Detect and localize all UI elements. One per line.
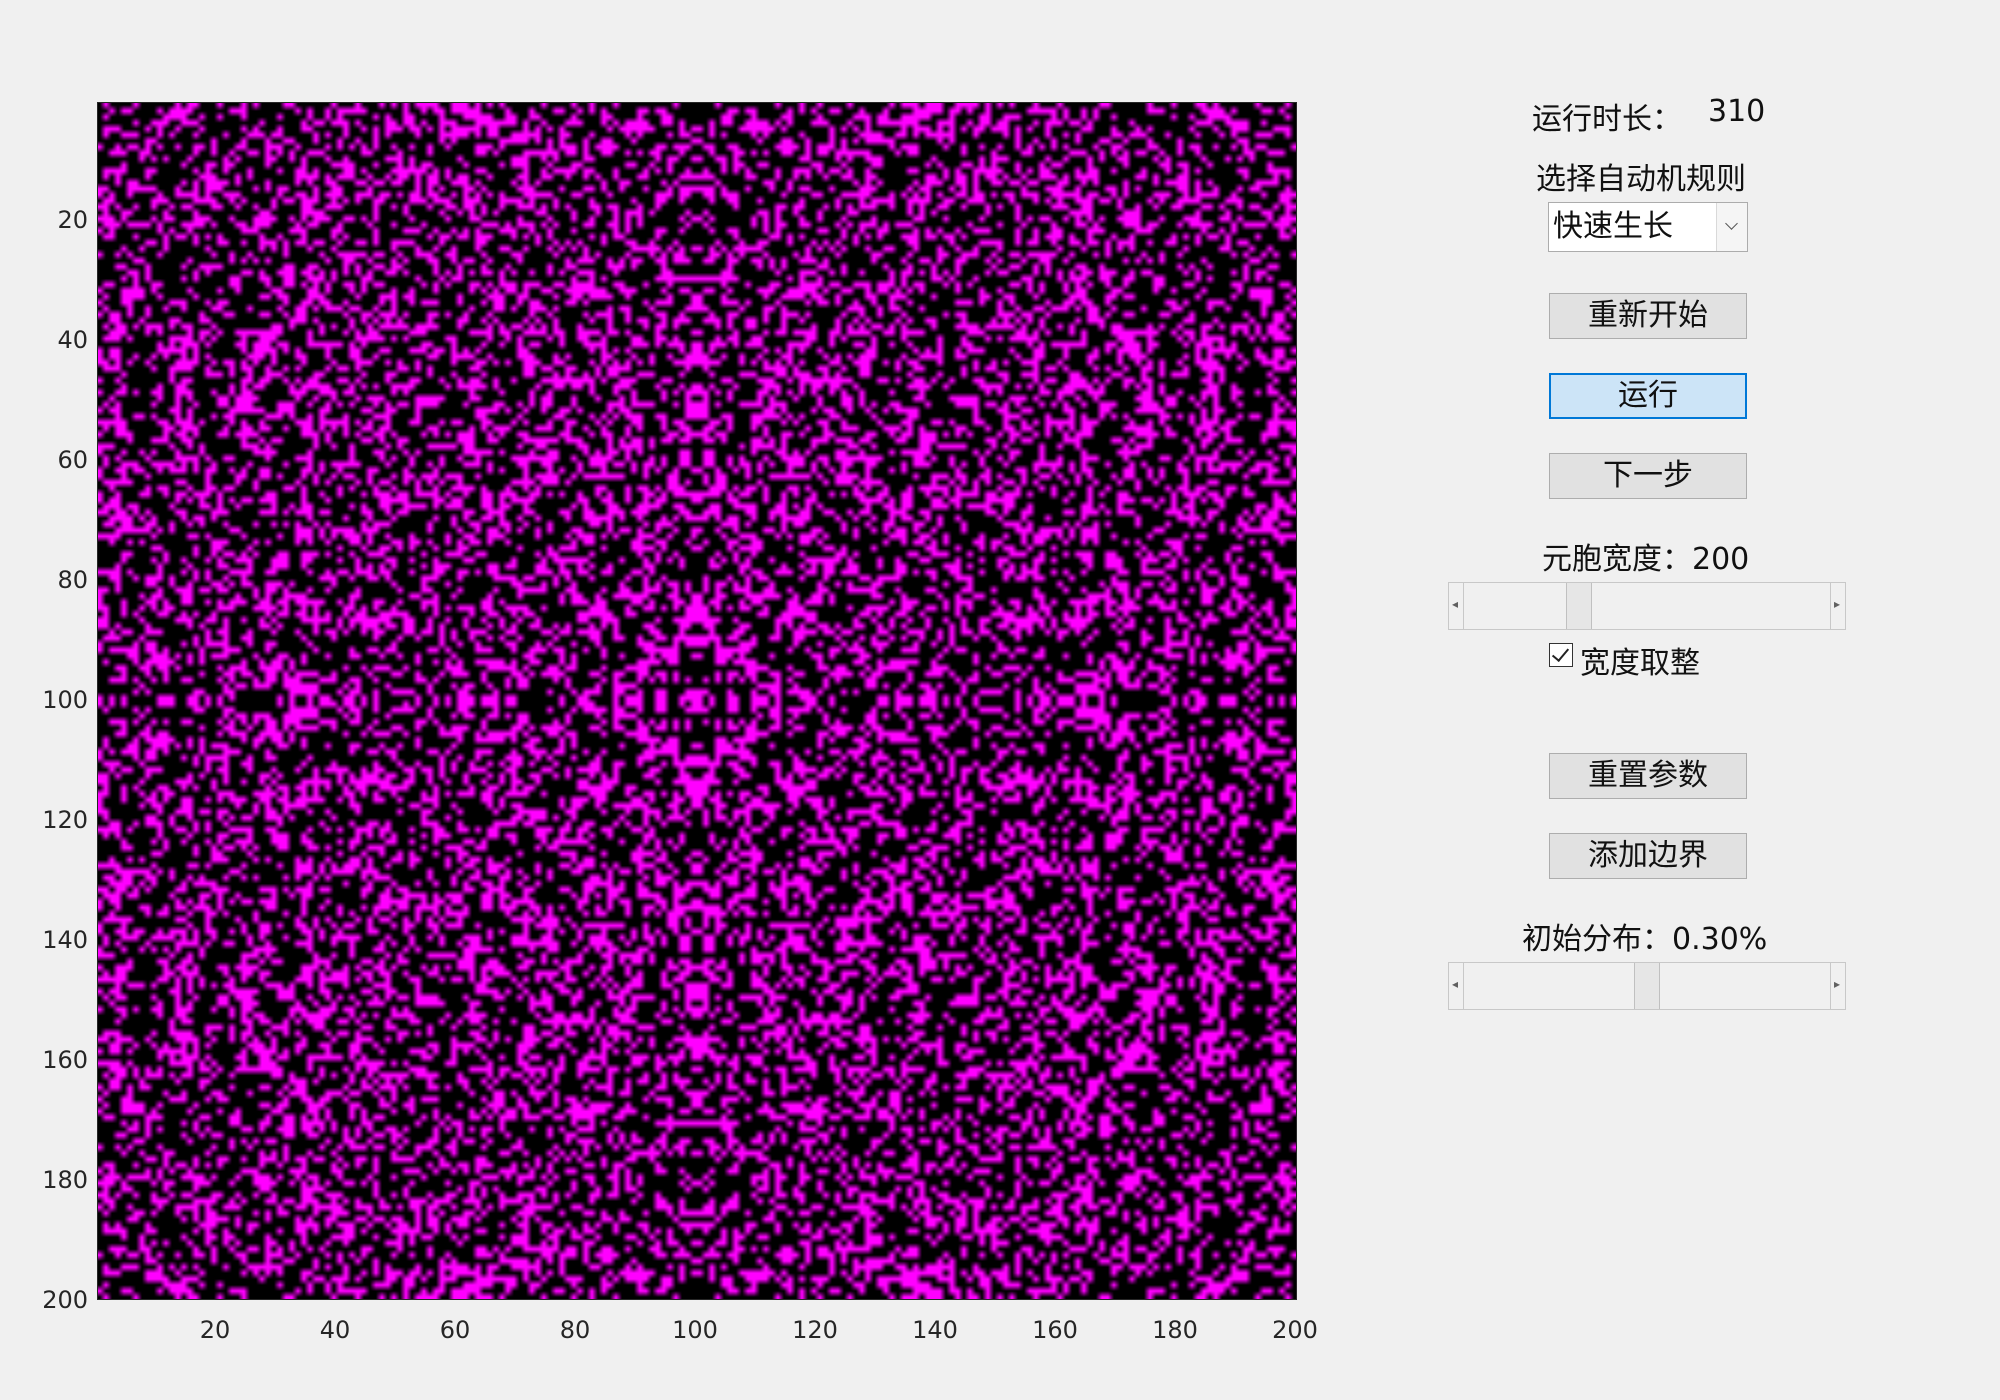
cell-width-label: 元胞宽度：200 [1542,542,1750,577]
x-tick-label: 160 [1032,1316,1078,1344]
arrow-left-icon: ◂ [1452,977,1459,991]
slider-left-button[interactable]: ◂ [1449,963,1464,1009]
rule-dropdown[interactable]: 快速生长 [1548,202,1748,252]
step-button[interactable]: 下一步 [1549,453,1747,499]
y-tick-label: 40 [57,326,88,354]
y-tick-label: 80 [57,566,88,594]
y-tick-label: 200 [42,1286,88,1314]
y-tick-label: 180 [42,1166,88,1194]
restart-button[interactable]: 重新开始 [1549,293,1747,339]
slider-right-button[interactable]: ▸ [1830,583,1845,629]
slider-left-button[interactable]: ◂ [1449,583,1464,629]
rule-dropdown-value: 快速生长 [1553,209,1673,244]
cellular-automaton-plot [97,102,1297,1300]
x-tick-label: 100 [672,1316,718,1344]
runtime-label: 运行时长： [1532,102,1682,137]
slider-thumb[interactable] [1565,583,1592,629]
y-tick-label: 20 [57,206,88,234]
runtime-value: 310 [1708,94,1766,129]
x-axis: 20 40 60 80 100 120 140 160 180 200 [0,1316,1400,1356]
slider-right-button[interactable]: ▸ [1830,963,1845,1009]
x-tick-label: 140 [912,1316,958,1344]
initial-distribution-slider[interactable]: ◂ ▸ [1448,962,1846,1010]
x-tick-label: 40 [319,1316,351,1344]
run-button[interactable]: 运行 [1549,373,1747,419]
cell-grid-image [97,102,1297,1300]
arrow-right-icon: ▸ [1834,597,1841,611]
x-tick-label: 180 [1152,1316,1198,1344]
arrow-left-icon: ◂ [1452,597,1459,611]
chevron-down-icon [1725,217,1738,230]
reset-params-button[interactable]: 重置参数 [1549,753,1747,799]
dropdown-arrow[interactable] [1716,203,1747,251]
initial-distribution-label: 初始分布：0.30% [1522,922,1768,957]
x-tick-label: 60 [439,1316,471,1344]
x-tick-label: 200 [1272,1316,1318,1344]
cell-width-slider[interactable]: ◂ ▸ [1448,582,1846,630]
y-tick-label: 120 [42,806,88,834]
rule-label: 选择自动机规则 [1536,162,1746,197]
arrow-right-icon: ▸ [1834,977,1841,991]
x-tick-label: 80 [559,1316,591,1344]
x-tick-label: 20 [199,1316,231,1344]
add-border-button[interactable]: 添加边界 [1549,833,1747,879]
y-tick-label: 60 [57,446,88,474]
x-tick-label: 120 [792,1316,838,1344]
slider-thumb[interactable] [1634,963,1660,1009]
y-tick-label: 160 [42,1046,88,1074]
y-axis: 20 40 60 80 100 120 140 160 180 200 [0,0,88,1400]
round-width-label: 宽度取整 [1580,646,1700,681]
y-tick-label: 100 [42,686,88,714]
check-icon [1551,643,1570,663]
y-tick-label: 140 [42,926,88,954]
round-width-checkbox[interactable] [1549,643,1573,667]
